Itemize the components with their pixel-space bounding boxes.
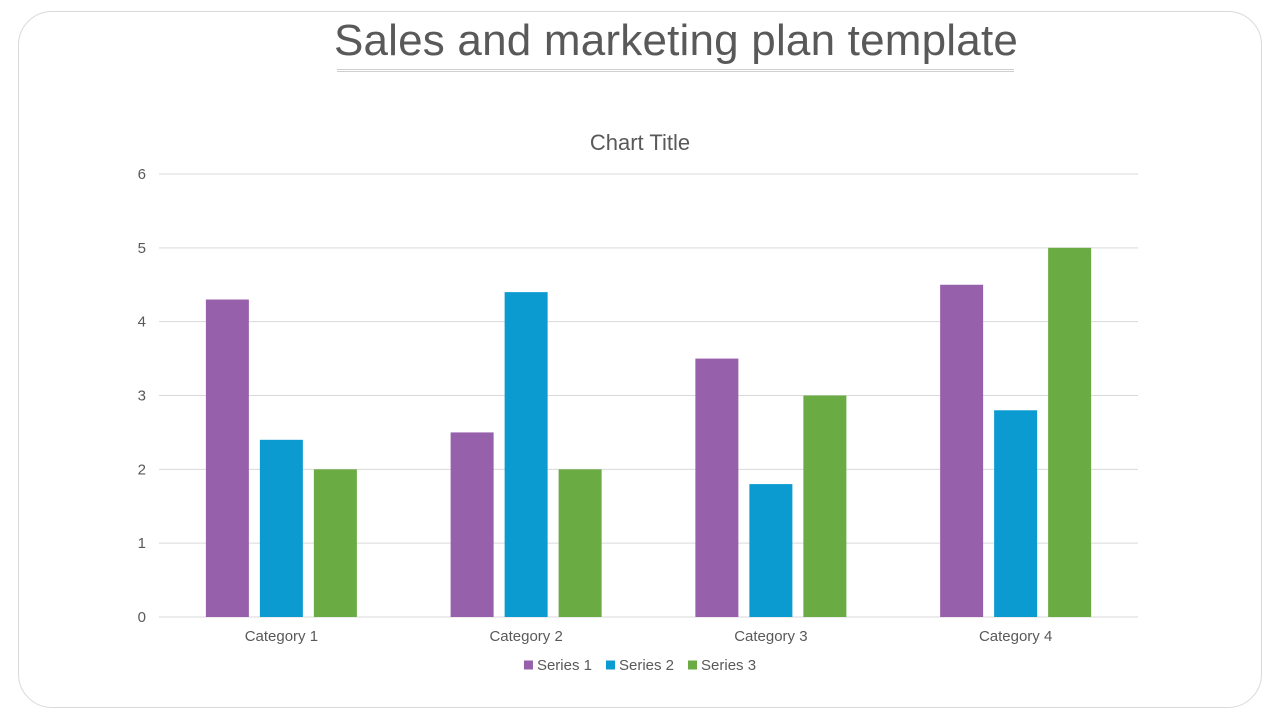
legend: Series 1 Series 2 Series 3	[523, 657, 756, 674]
bar-2-2	[504, 292, 548, 617]
bar-1-4	[940, 284, 984, 617]
bar-3-3	[803, 395, 847, 617]
y-tick-label: 5	[138, 240, 146, 257]
y-tick-label: 2	[138, 461, 146, 478]
x-tick-label: Category 3	[734, 628, 807, 645]
x-tick-label: Category 1	[245, 628, 318, 645]
bar-2-1	[259, 439, 303, 617]
x-tick-label: Category 4	[979, 628, 1052, 645]
title-underline	[337, 69, 1014, 72]
legend-label: Series 2	[619, 657, 674, 674]
gridlines	[159, 173, 1138, 618]
bar-3-4	[1048, 247, 1092, 618]
y-tick-label: 0	[138, 609, 146, 626]
legend-swatch	[688, 660, 698, 670]
legend-swatch	[523, 660, 533, 670]
bar-1-2	[450, 432, 494, 617]
slide-title: Sales and marketing plan template	[333, 16, 1019, 65]
y-tick-label: 6	[138, 166, 146, 183]
bars	[205, 247, 1092, 618]
bar-2-4	[994, 410, 1038, 617]
bar-1-3	[695, 358, 739, 617]
bar-3-1	[313, 469, 357, 617]
bar-2-3	[749, 484, 793, 617]
x-tick-label: Category 2	[489, 628, 562, 645]
legend-swatch	[605, 660, 615, 670]
chart-title: Chart Title	[590, 130, 690, 155]
y-tick-label: 1	[138, 535, 146, 552]
legend-label: Series 1	[537, 657, 592, 674]
bar-1-1	[205, 299, 249, 617]
bar-3-2	[558, 469, 602, 617]
y-tick-label: 4	[138, 314, 146, 331]
y-tick-label: 3	[138, 388, 146, 405]
y-axis-ticks: 0 1 2 3 4 5 6	[138, 166, 146, 626]
x-axis-ticks: Category 1 Category 2 Category 3 Category 4	[245, 628, 1053, 645]
legend-label: Series 3	[701, 657, 756, 674]
